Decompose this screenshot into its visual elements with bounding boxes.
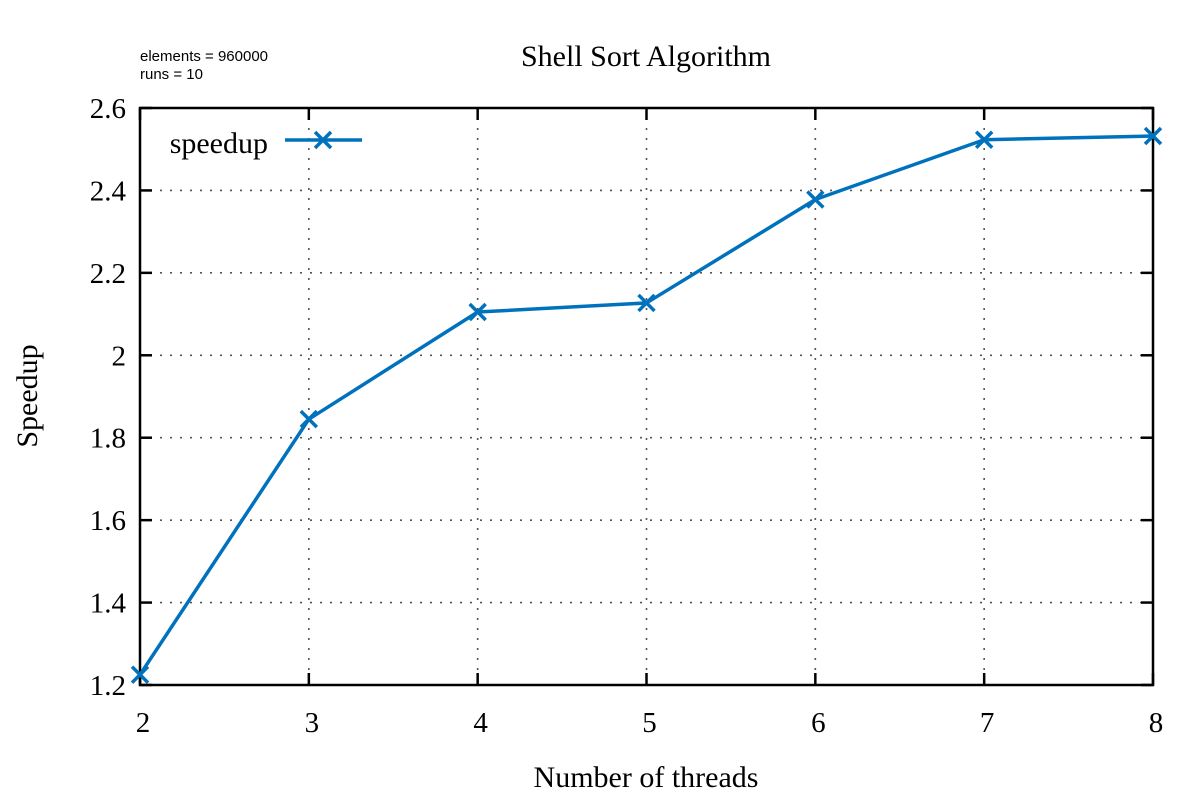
data-point: [299, 409, 319, 429]
data-point: [468, 302, 487, 322]
legend-marker-x: [313, 130, 333, 150]
plot-frame: [138, 106, 1155, 687]
data-point: [806, 190, 825, 209]
x-tick-label: 4: [473, 707, 488, 739]
legend-marker-speedup: [313, 130, 333, 150]
data-point: [974, 130, 994, 149]
data-point: [130, 665, 150, 684]
series-layer: [130, 126, 1163, 684]
x-axis-label: Number of threads: [534, 761, 759, 794]
labels-layer: 1.2 1.4 1.6 1.8 2 2.2 2.4 2.6 2 3 4 5 6 7 8: [90, 93, 1164, 739]
y-tick-label: 2.6: [90, 93, 126, 125]
y-axis-label: Speedup: [11, 344, 44, 447]
x-tick-label: 8: [1149, 707, 1164, 739]
annotation-elements: elements = 960000: [140, 48, 268, 65]
annotation-runs: runs = 10: [140, 66, 203, 83]
y-tick-label: 1.4: [90, 588, 127, 620]
x-tick-label: 7: [980, 707, 995, 739]
chart-title: Shell Sort Algorithm: [521, 40, 771, 73]
y-tick-label: 1.8: [90, 423, 126, 455]
x-tick-label: 5: [642, 707, 657, 739]
x-tick-label: 6: [811, 707, 826, 739]
y-tick-label: 2.2: [90, 258, 126, 290]
legend: speedup: [170, 127, 362, 160]
y-tick-label: 1.2: [90, 670, 126, 702]
x-tick-label: 2: [136, 707, 151, 739]
grid-layer: [140, 108, 1153, 685]
y-tick-label: 1.6: [90, 505, 126, 537]
y-tick-label: 2: [112, 340, 127, 372]
data-point: [637, 293, 656, 313]
data-point: [1143, 126, 1163, 146]
legend-label-speedup: speedup: [170, 127, 268, 160]
x-tick-label: 3: [305, 707, 320, 739]
series-line-speedup: [138, 134, 1154, 676]
y-tick-label: 2.4: [90, 175, 127, 207]
